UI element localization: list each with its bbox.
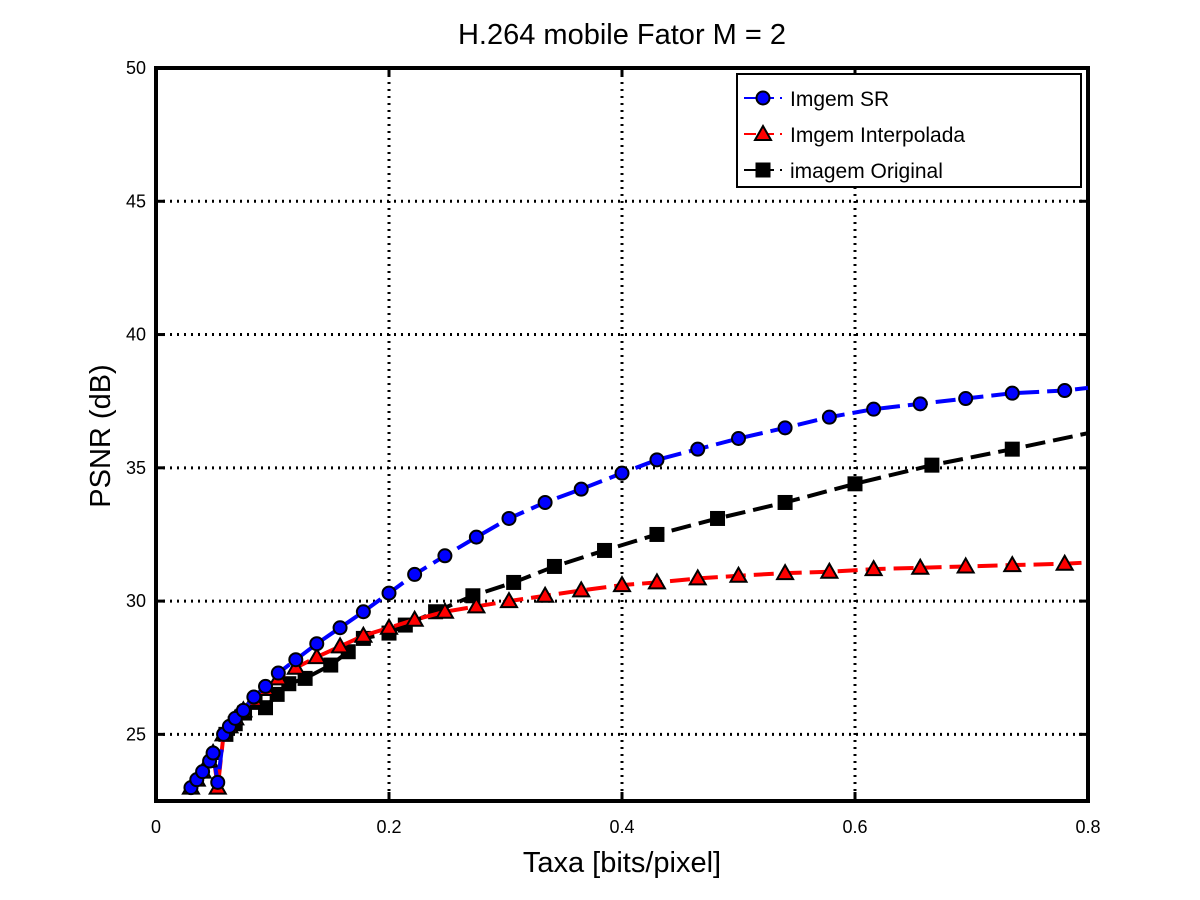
data-point	[775, 563, 795, 581]
data-point	[731, 430, 746, 446]
data-point	[612, 575, 632, 593]
data-point	[407, 566, 423, 582]
y-axis-label: PSNR (dB)	[85, 364, 117, 507]
data-point	[235, 702, 251, 718]
data-point	[246, 689, 262, 705]
data-point	[912, 396, 928, 412]
data-point	[647, 572, 667, 590]
data-point	[353, 625, 374, 643]
data-point	[955, 556, 976, 574]
data-point	[288, 652, 304, 668]
legend-marker	[755, 162, 771, 178]
grid-lines	[156, 68, 1088, 801]
data-point	[323, 657, 339, 673]
data-point	[1004, 385, 1020, 401]
x-tick-label: 0.6	[842, 817, 867, 837]
data-point	[330, 636, 350, 654]
data-point	[506, 574, 522, 590]
data-point	[546, 558, 562, 574]
data-point	[910, 557, 930, 575]
y-tick-label: 35	[126, 458, 146, 478]
data-point	[537, 494, 553, 510]
y-tick-label: 45	[126, 191, 146, 211]
x-tick-label: 0.2	[376, 817, 401, 837]
data-point	[819, 561, 840, 579]
data-series	[181, 383, 1089, 796]
data-point	[777, 420, 793, 436]
data-point	[466, 596, 487, 614]
data-point	[379, 617, 399, 635]
x-axis-label: Taxa [bits/pixel]	[523, 847, 721, 879]
legend-marker	[753, 123, 773, 141]
legend-marker	[755, 90, 771, 106]
data-point	[195, 764, 211, 780]
data-point	[468, 529, 484, 545]
data-point	[958, 391, 974, 407]
data-point	[535, 585, 555, 603]
legend-label: Imgem SR	[790, 88, 889, 111]
data-point	[205, 745, 221, 761]
series-imgem-sr	[183, 383, 1089, 796]
data-point	[777, 494, 793, 510]
x-tick-label: 0.8	[1075, 817, 1100, 837]
legend: Imgem SR Imgem Interpolada imagem Original	[736, 73, 1082, 188]
data-point	[690, 441, 706, 457]
data-point	[381, 585, 397, 601]
data-point	[258, 678, 274, 694]
data-point	[688, 568, 708, 586]
data-point	[435, 601, 455, 619]
data-point	[597, 542, 613, 558]
data-point	[847, 476, 863, 492]
legend-entry: imagem Original	[744, 160, 943, 183]
data-point	[309, 636, 325, 652]
data-point	[307, 647, 327, 665]
data-point	[821, 409, 837, 425]
data-point	[614, 465, 630, 481]
x-tick-label: 0	[151, 817, 161, 837]
y-tick-label: 50	[126, 58, 146, 78]
y-tick-label: 25	[126, 724, 146, 744]
data-point	[571, 580, 591, 598]
x-tick-label: 0.4	[609, 817, 634, 837]
data-point	[1054, 553, 1075, 571]
data-point	[649, 452, 665, 468]
legend-box	[736, 73, 1082, 188]
data-point	[437, 548, 453, 564]
legend-label: imagem Original	[790, 160, 943, 183]
chart-title: H.264 mobile Fator M = 2	[458, 19, 786, 51]
data-point	[1002, 555, 1022, 573]
data-point	[501, 510, 517, 526]
legend-entry: Imgem SR	[744, 88, 889, 111]
data-point	[499, 591, 519, 609]
data-point	[573, 481, 589, 497]
data-point	[649, 526, 665, 542]
y-tick-label: 40	[126, 325, 146, 345]
legend-label: Imgem Interpolada	[790, 124, 965, 147]
data-point	[728, 565, 749, 583]
data-point	[355, 604, 371, 620]
series-line	[189, 560, 1089, 790]
data-point	[1004, 441, 1020, 457]
data-point	[297, 670, 313, 686]
data-point	[863, 559, 884, 577]
y-tick-label: 30	[126, 591, 146, 611]
data-point	[332, 620, 348, 636]
axis-ticks: 0 0.2 0.4 0.6 0.8 25 30 35 40 45 50	[126, 58, 1101, 837]
data-point	[404, 609, 425, 627]
data-point	[866, 401, 882, 417]
data-point	[924, 457, 940, 473]
data-point	[270, 665, 286, 681]
data-point	[210, 774, 226, 790]
legend-entry: Imgem Interpolada	[744, 123, 965, 147]
data-point	[710, 510, 726, 526]
data-point	[1057, 383, 1073, 399]
